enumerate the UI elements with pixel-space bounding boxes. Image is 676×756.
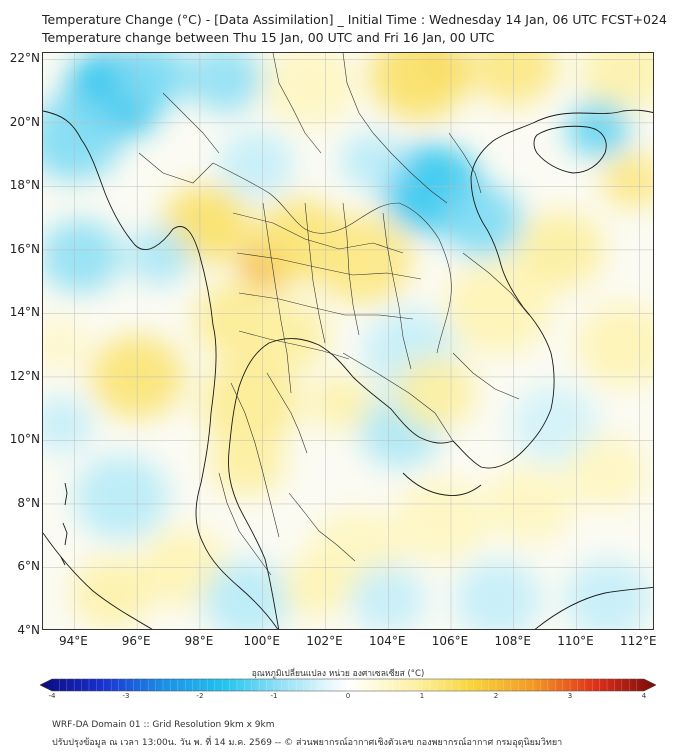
field-anomaly-4 — [262, 53, 357, 128]
field-anomaly-24 — [43, 219, 122, 293]
lon-tick-label: 104°E — [368, 634, 406, 648]
coastline-vietnam-south — [452, 222, 555, 469]
map-panel — [42, 52, 654, 630]
lon-tick-label: 112°E — [620, 634, 657, 648]
field-anomaly-6 — [369, 53, 470, 121]
field-anomaly-28 — [394, 356, 477, 430]
lon-tick-label: 96°E — [121, 634, 151, 648]
lat-tick-label: 12°N — [9, 368, 40, 383]
lat-tick-label: 20°N — [9, 114, 40, 129]
lon-tick-label: 100°E — [243, 634, 280, 648]
field-anomaly-35 — [394, 477, 489, 563]
lon-tick-label: 110°E — [557, 634, 594, 648]
colorbar-tick-label: 1 — [419, 692, 425, 700]
field-anomaly-22 — [209, 428, 285, 497]
field-anomaly-41 — [281, 555, 351, 618]
field-anomaly-37 — [74, 455, 169, 540]
colorbar-title: อุณหภูมิเปลี่ยนแปลง หน่วย องศาเซลเซียส (… — [251, 669, 425, 679]
lon-tick-label: 106°E — [431, 634, 469, 648]
field-anomaly-45 — [567, 435, 649, 509]
lat-tick-label: 22°N — [9, 51, 40, 66]
field-anomaly-29 — [309, 374, 373, 431]
colorbar-tick-label: 4 — [641, 692, 647, 700]
coastline-mekong-delta — [402, 472, 482, 496]
field-anomaly-10 — [601, 151, 653, 209]
lat-tick-label: 14°N — [9, 305, 40, 320]
coastline-gulf-thailand — [228, 338, 454, 629]
lat-tick-label: 8°N — [17, 495, 40, 510]
colorbar-gradient — [40, 678, 656, 692]
colorbar-tick-label: -1 — [270, 692, 278, 700]
lon-tick-label: 98°E — [184, 634, 214, 648]
lat-tick-label: 18°N — [9, 178, 40, 193]
coastline-sumatra — [43, 532, 153, 629]
colorbar-tick-label: -2 — [196, 692, 204, 700]
field-anomaly-39 — [71, 556, 153, 629]
lon-tick-label: 94°E — [58, 634, 88, 648]
field-anomaly-2 — [115, 53, 191, 110]
field-anomaly-20 — [247, 298, 329, 373]
coastline-hainan — [533, 125, 607, 174]
field-anomaly-18 — [312, 214, 414, 305]
map-title: Temperature Change (°C) - [Data Assimila… — [42, 12, 667, 27]
colorbar-tick-label: 2 — [493, 692, 499, 700]
coastlines-and-borders — [43, 53, 653, 629]
lat-tick-label: 4°N — [17, 623, 40, 637]
colorbar-tick-label: 0 — [345, 692, 351, 700]
coastline-mainland — [43, 110, 279, 629]
coastline-borneo — [534, 586, 653, 629]
lat-tick-label: 6°N — [17, 559, 40, 574]
coastline-vietnam-north — [470, 109, 653, 224]
field-anomaly-47 — [43, 316, 91, 374]
lat-tick-label: 16°N — [9, 241, 40, 256]
field-anomaly-14 — [218, 130, 295, 199]
field-anomaly-13 — [341, 132, 404, 190]
field-anomaly-44 — [563, 559, 652, 629]
field-anomaly-32 — [576, 302, 653, 388]
colorbar-tick-label: -4 — [48, 692, 56, 700]
field-anomaly-43 — [454, 559, 543, 629]
field-anomaly-3 — [187, 53, 263, 113]
field-anomaly-30 — [444, 259, 552, 356]
model-info: WRF-DA Domain 01 :: Grid Resolution 9km … — [52, 720, 275, 730]
colorbar — [40, 678, 656, 692]
colorbar-tick-label: 3 — [567, 692, 573, 700]
field-anomaly-25 — [127, 228, 191, 285]
lon-tick-label: 108°E — [494, 634, 532, 648]
update-credit: ปรับปรุงข้อมูล ณ เวลา 13:00น. วัน พ. ที่… — [52, 738, 563, 748]
temperature-change-map — [43, 53, 653, 629]
admin-borders — [138, 53, 530, 576]
lat-tick-label: 10°N — [9, 432, 40, 447]
map-subtitle: Temperature change between Thu 15 Jan, 0… — [42, 30, 495, 45]
lon-tick-label: 102°E — [306, 634, 343, 648]
field-anomaly-9 — [567, 100, 630, 158]
field-anomaly-21 — [199, 357, 301, 448]
colorbar-tick-label: -3 — [122, 692, 130, 700]
field-anomaly-46 — [43, 396, 94, 453]
field-anomaly-8 — [579, 53, 653, 112]
